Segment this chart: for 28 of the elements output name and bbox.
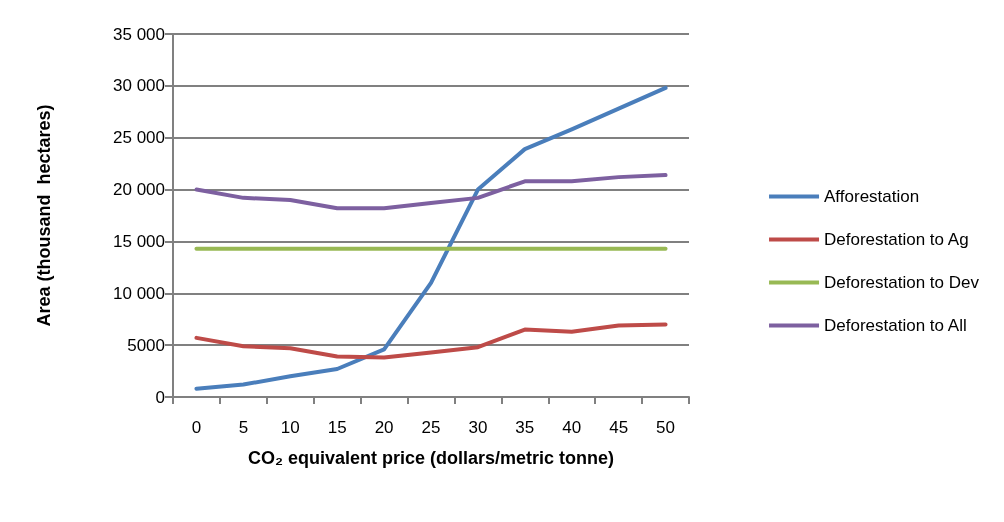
x-tick-label: 20 [374, 418, 394, 437]
x-tick-label: 35 [515, 418, 535, 437]
x-tick-label: 0 [191, 418, 202, 437]
y-tick-label: 5000 [127, 335, 165, 355]
x-tick-label: 10 [280, 418, 300, 437]
legend-label: Afforestation [824, 187, 920, 206]
x-tick-label: 5 [238, 418, 249, 437]
y-tick-label: 20 000 [113, 180, 165, 200]
x-tick-label: 15 [327, 418, 347, 437]
x-axis-title: CO₂ equivalent price (dollars/metric tonne) [247, 448, 615, 468]
x-tick-label: 40 [562, 418, 582, 437]
x-tick-label: 50 [656, 418, 676, 437]
y-tick-label: 0 [155, 387, 165, 407]
line-series [194, 85, 668, 391]
y-tick-label: 35 000 [113, 24, 165, 44]
legend-label: Deforestation to All [824, 316, 967, 335]
line-series [194, 322, 668, 360]
y-tick-label: 15 000 [113, 231, 165, 251]
line-series [194, 173, 668, 211]
legend-label: Deforestation to Ag [824, 230, 969, 249]
y-tick-label: 30 000 [113, 76, 165, 96]
y-tick-label: 25 000 [113, 128, 165, 148]
x-tick-label: 45 [609, 418, 629, 437]
x-tick-label: 30 [468, 418, 488, 437]
y-axis-title: Area (thousand hectares) [34, 104, 54, 327]
y-tick-label: 10 000 [113, 283, 165, 303]
x-tick-label: 25 [421, 418, 441, 437]
legend-label: Deforestation to Dev [824, 273, 980, 292]
